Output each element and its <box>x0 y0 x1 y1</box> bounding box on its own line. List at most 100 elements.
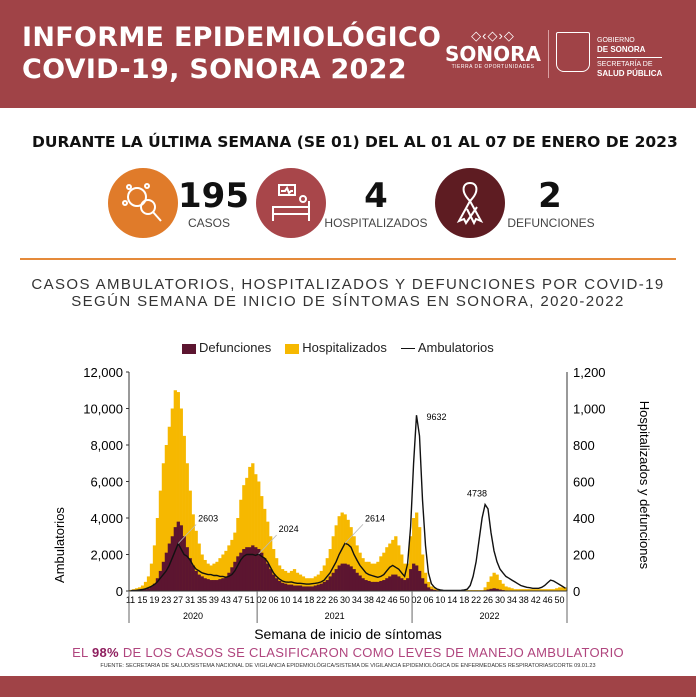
defunciones-bar <box>233 561 237 591</box>
x-axis-label: Semana de inicio de síntomas <box>254 626 442 642</box>
defunciones-bar <box>346 564 350 591</box>
hospitalizados-bar <box>352 536 356 591</box>
defunciones-bar <box>432 589 437 591</box>
defunciones-bar <box>376 581 380 591</box>
hospitalizados-bar <box>495 574 499 591</box>
y-tick-left: 10,000 <box>83 402 123 417</box>
annotation-leader <box>177 524 197 544</box>
hospitalizados-bar <box>269 536 273 591</box>
defunciones-bar <box>155 578 160 591</box>
hospitalizados-bar <box>185 463 189 591</box>
defunciones-bar <box>367 580 371 591</box>
hospitalizados-bar <box>415 512 419 591</box>
legend-label: Ambulatorios <box>417 340 494 355</box>
hospitalizados-bar <box>525 589 529 591</box>
y-tick-right: 0 <box>573 584 580 599</box>
defunciones-bar <box>179 525 183 591</box>
defunciones-bar <box>263 558 267 591</box>
defunciones-bar <box>397 576 401 591</box>
defunciones-bar <box>292 585 297 591</box>
defunciones-bar <box>269 569 273 591</box>
note-text: EL <box>72 645 92 660</box>
defunciones-bar <box>206 579 210 591</box>
hospitalizados-bar <box>173 390 177 591</box>
defunciones-bar <box>489 588 493 591</box>
x-tick-label: 30 <box>495 595 505 605</box>
defunciones-bar <box>245 547 249 591</box>
hospitalizados-bar <box>510 588 514 591</box>
hospitalizados-bar <box>486 581 490 591</box>
defunciones-bar <box>236 556 240 591</box>
hospitalizados-bar <box>319 570 323 591</box>
defunciones-bar <box>379 580 383 591</box>
defunciones-bar <box>146 588 151 591</box>
hospitalizados-bar <box>549 589 553 591</box>
hospitalizados-bar <box>507 587 511 591</box>
x-tick-label: 39 <box>209 595 219 605</box>
legend-label: Defunciones <box>199 340 272 355</box>
defunciones-bar <box>298 585 303 591</box>
hospitalizados-bar <box>498 580 502 591</box>
defunciones-bar <box>182 536 186 591</box>
hospitalizados-bar <box>504 586 508 591</box>
logo-tagline: TIERRA DE OPORTUNIDADES <box>451 64 535 70</box>
hospitalizados-bar <box>528 589 532 591</box>
section-divider <box>20 258 676 260</box>
year-label: 2022 <box>480 611 500 621</box>
defunciones-bar <box>400 578 404 591</box>
defunciones-bar <box>385 578 389 591</box>
hospitalizados-bar <box>155 518 160 591</box>
hospitalizados-bar <box>194 530 198 591</box>
defunciones-bar <box>143 589 148 591</box>
chart-title-line-2: SEGÚN SEMANA DE INICIO DE SÍNTOMAS EN SO… <box>71 293 625 310</box>
x-tick-label: 15 <box>137 595 147 605</box>
year-label: 2021 <box>325 611 345 621</box>
sonora-logo: ◇‹◇›◇ SONORA TIERRA DE OPORTUNIDADES <box>444 28 542 70</box>
legend-hospitalizados: Hospitalizados <box>285 340 387 355</box>
title-line-1: INFORME EPIDEMIOLÓGICO <box>22 22 442 53</box>
defunciones-bar <box>224 576 228 591</box>
annotation-leader <box>344 524 364 544</box>
defunciones-bar <box>295 585 300 591</box>
defunciones-bar <box>361 578 365 591</box>
peak-annotation: 2603 <box>198 513 218 523</box>
hospitalizados-bar <box>382 552 386 591</box>
defunciones-bar <box>340 563 344 591</box>
hospitalizados-bar <box>143 581 148 591</box>
defunciones-bar <box>203 578 207 591</box>
x-tick-label: 18 <box>304 595 314 605</box>
hospitalizados-bar <box>361 558 365 591</box>
hospitalizados-bar <box>283 570 288 591</box>
annotation-leader <box>258 534 277 555</box>
x-tick-label: 50 <box>555 595 565 605</box>
hospitalizados-bar <box>292 569 297 591</box>
hospitalizados-bar <box>555 588 559 591</box>
hospitalizados-bar <box>358 552 362 591</box>
defunciones-bar <box>197 574 201 591</box>
hospitalizados-bar <box>483 587 487 591</box>
pattern-icon: ◇‹◇›◇ <box>471 28 515 43</box>
deaths-label: DEFUNCIONES <box>507 216 595 230</box>
chart-legend: Defunciones Hospitalizados Ambulatorios <box>182 340 494 355</box>
y-tick-right: 800 <box>573 438 595 453</box>
defunciones-bar <box>221 578 225 591</box>
x-tick-label: 46 <box>543 595 553 605</box>
defunciones-bar <box>337 565 341 591</box>
source-note: FUENTE: SECRETARIA DE SALUD/SISTEMA NACI… <box>100 663 596 669</box>
hospitalizados-bar <box>248 466 252 591</box>
chart-title-line-1: CASOS AMBULATORIOS, HOSPITALIZADOS Y DEF… <box>31 276 665 293</box>
ambulatorios-line <box>130 415 566 592</box>
x-tick-label: 14 <box>292 595 302 605</box>
defunciones-bar <box>227 572 231 591</box>
legend-label: Hospitalizados <box>302 340 387 355</box>
hospitalizados-bar <box>212 563 216 591</box>
defunciones-bar <box>352 569 356 591</box>
hospitalizados-bar <box>331 536 335 591</box>
hospitalizados-bar <box>531 589 535 591</box>
defunciones-bar <box>215 580 219 591</box>
defunciones-bar <box>149 586 154 591</box>
x-tick-label: 18 <box>459 595 469 605</box>
legend-defunciones: Defunciones <box>182 340 271 355</box>
hospitalizados-bar <box>146 576 151 591</box>
defunciones-bar <box>322 581 326 591</box>
